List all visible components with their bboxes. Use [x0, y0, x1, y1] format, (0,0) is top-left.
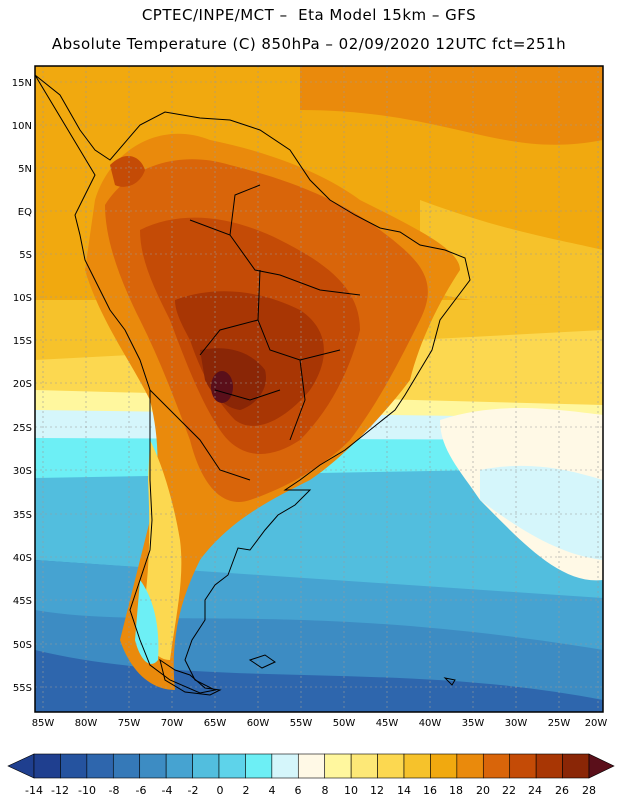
lat-label: 10N	[12, 121, 32, 132]
colorbar-swatch	[403, 753, 431, 779]
colorbar-swatch	[139, 753, 167, 779]
lat-label: 30S	[13, 466, 32, 477]
colorbar-swatch	[218, 753, 246, 779]
colorbar-min-arrow	[7, 753, 35, 779]
colorbar-label: 6	[295, 784, 302, 797]
colorbar	[7, 753, 615, 779]
colorbar-swatch	[482, 753, 511, 779]
colorbar-label: 22	[502, 784, 516, 797]
lon-label: 75W	[118, 718, 141, 729]
colorbar-label: -8	[109, 784, 120, 797]
lon-label: 45W	[376, 718, 399, 729]
colorbar-swatch	[377, 753, 405, 779]
lon-label: 85W	[32, 718, 55, 729]
colorbar-label: 2	[243, 784, 250, 797]
lon-label: 40W	[419, 718, 442, 729]
colorbar-swatch	[271, 753, 299, 779]
colorbar-label: -12	[51, 784, 69, 797]
colorbar-label: 4	[269, 784, 276, 797]
colorbar-label: 26	[555, 784, 569, 797]
lat-label: 5N	[18, 164, 32, 175]
lon-label: 30W	[505, 718, 528, 729]
lat-label: 50S	[13, 640, 32, 651]
colorbar-max-arrow	[588, 753, 615, 779]
colorbar-label: -10	[78, 784, 96, 797]
colorbar-label: 0	[217, 784, 224, 797]
colorbar-label: 16	[423, 784, 437, 797]
colorbar-swatch	[297, 753, 326, 779]
colorbar-swatch	[112, 753, 141, 779]
colorbar-label: 28	[582, 784, 596, 797]
colorbar-label: 20	[476, 784, 490, 797]
lat-label: 35S	[13, 510, 32, 521]
lon-label: 25W	[548, 718, 571, 729]
lat-label: EQ	[18, 207, 32, 218]
lon-label: 55W	[290, 718, 313, 729]
colorbar-swatch	[86, 753, 114, 779]
lon-label: 35W	[462, 718, 485, 729]
lon-label: 20W	[585, 718, 608, 729]
colorbar-swatch	[324, 753, 352, 779]
colorbar-swatch	[245, 753, 273, 779]
colorbar-label: 8	[322, 784, 329, 797]
colorbar-swatch	[60, 753, 88, 779]
colorbar-swatch	[430, 753, 458, 779]
colorbar-swatch	[509, 753, 537, 779]
longitude-labels: 85W 80W 75W 70W 65W 60W 55W 50W 45W 40W …	[32, 718, 608, 729]
map-frame	[34, 65, 604, 713]
south-america-coastline	[35, 74, 471, 696]
colorbar-label: 10	[344, 784, 358, 797]
colorbar-swatch	[192, 753, 220, 779]
lon-label: 60W	[247, 718, 270, 729]
colorbar-swatch	[350, 753, 378, 779]
map-title-line-2: Absolute Temperature (C) 850hPa – 02/09/…	[51, 35, 567, 53]
colorbar-label: 12	[370, 784, 384, 797]
lon-label: 65W	[204, 718, 227, 729]
colorbar-swatch	[33, 753, 61, 779]
lon-label: 50W	[333, 718, 356, 729]
lat-label: 40S	[13, 553, 32, 564]
colorbar-labels: -14 -12 -10 -8 -6 -4 -2 0 2 4 6 8 10 12 …	[25, 784, 596, 797]
colorbar-swatch	[456, 753, 484, 779]
colorbar-label: -6	[136, 784, 147, 797]
colorbar-label: 18	[449, 784, 463, 797]
colorbar-label: -4	[162, 784, 173, 797]
lon-label: 70W	[161, 718, 184, 729]
lat-label: 5S	[19, 250, 32, 261]
colorbar-label: 24	[528, 784, 542, 797]
lat-label: 55S	[13, 683, 32, 694]
colorbar-swatch	[165, 753, 193, 779]
lat-label: 25S	[13, 423, 32, 434]
lat-label: 10S	[13, 293, 32, 304]
colorbar-label: -2	[188, 784, 199, 797]
latitude-labels: 15N 10N 5N EQ 5S 10S 15S 20S 25S 30S 35S…	[12, 78, 32, 694]
lat-label: 15N	[12, 78, 32, 89]
lat-label: 15S	[13, 336, 32, 347]
map-title-line-1: CPTEC/INPE/MCT – Eta Model 15km – GFS	[141, 6, 477, 24]
colorbar-swatch	[562, 753, 590, 779]
colorbar-swatch	[535, 753, 563, 779]
temperature-field	[35, 66, 603, 712]
lat-label: 20S	[13, 379, 32, 390]
colorbar-label: -14	[25, 784, 43, 797]
lat-label: 45S	[13, 596, 32, 607]
lon-label: 80W	[75, 718, 98, 729]
colorbar-label: 14	[397, 784, 411, 797]
